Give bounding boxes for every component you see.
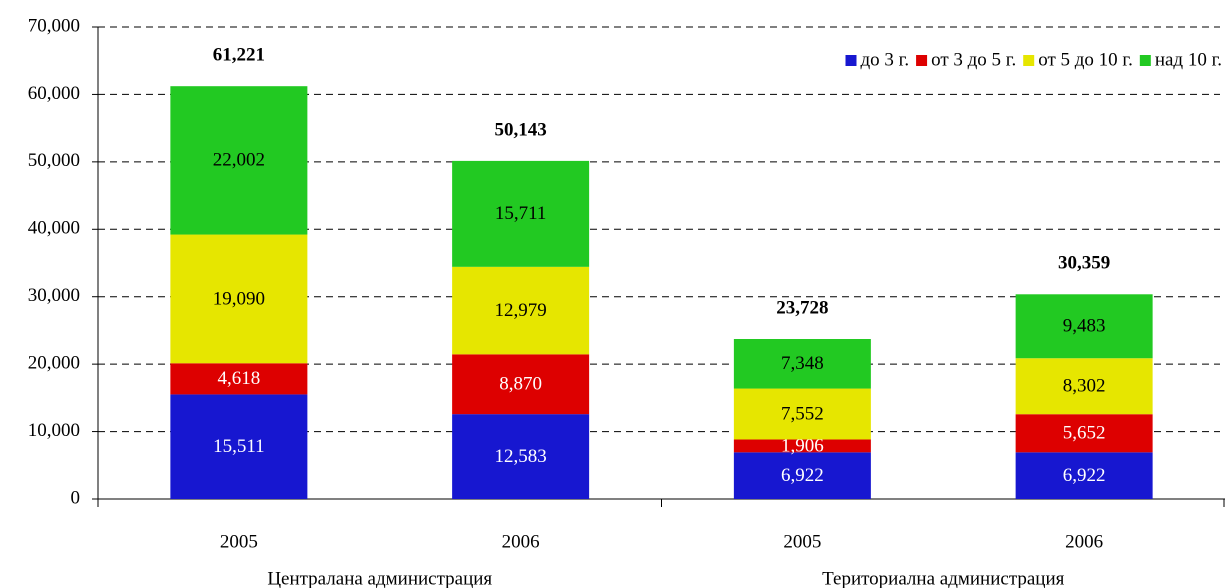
data-label: 4,618 bbox=[218, 368, 261, 389]
bar-segment bbox=[452, 266, 590, 355]
legend-label: от 3 до 5 г. bbox=[931, 49, 1016, 70]
data-label: 7,552 bbox=[781, 403, 824, 424]
data-label: 22,002 bbox=[213, 150, 265, 171]
data-label: 6,922 bbox=[781, 465, 824, 486]
x-tick-label: 2005 bbox=[783, 531, 821, 552]
data-label: 5,652 bbox=[1063, 423, 1106, 444]
data-label: 8,870 bbox=[499, 374, 542, 395]
bar-segment bbox=[170, 234, 308, 364]
bar-segment bbox=[733, 452, 871, 499]
y-tick-label: 50,000 bbox=[28, 150, 80, 171]
bar-segment bbox=[452, 414, 590, 499]
bar-segment bbox=[452, 160, 590, 267]
bar-segment bbox=[733, 388, 871, 440]
y-tick-label: 70,000 bbox=[28, 15, 80, 36]
bar-segment bbox=[1015, 452, 1153, 499]
bar-segment bbox=[1015, 414, 1153, 453]
data-label: 15,511 bbox=[213, 436, 265, 457]
y-tick-label: 20,000 bbox=[28, 353, 80, 374]
data-label: 7,348 bbox=[781, 353, 824, 374]
y-tick-label: 0 bbox=[71, 487, 81, 508]
data-label: 1,906 bbox=[781, 435, 824, 456]
legend: над 10 г. от 5 до 10 г. от 3 до 5 г. до 3 г… bbox=[845, 49, 1222, 70]
bar-segment bbox=[733, 439, 871, 453]
bar-segment bbox=[170, 86, 308, 235]
y-tick-label: 30,000 bbox=[28, 285, 80, 306]
bar-segment bbox=[170, 394, 308, 499]
group-label: Централана администрация bbox=[267, 568, 492, 588]
group-label: Териториална администрация bbox=[822, 568, 1065, 588]
legend-label: до 3 г. bbox=[861, 49, 910, 70]
total-label: 61,221 bbox=[213, 45, 265, 66]
y-tick-label: 40,000 bbox=[28, 218, 80, 239]
y-tick-label: 60,000 bbox=[28, 83, 80, 104]
data-label: 9,483 bbox=[1063, 316, 1106, 337]
y-tick-label: 10,000 bbox=[28, 420, 80, 441]
data-label: 6,922 bbox=[1063, 465, 1106, 486]
bar-segment bbox=[733, 339, 871, 389]
data-label: 19,090 bbox=[213, 288, 265, 309]
total-label: 50,143 bbox=[495, 119, 547, 140]
total-label: 23,728 bbox=[776, 297, 828, 318]
bar-segment bbox=[1015, 294, 1153, 359]
x-tick-label: 2006 bbox=[502, 531, 540, 552]
data-label: 8,302 bbox=[1063, 376, 1106, 397]
bar-segment bbox=[170, 363, 308, 395]
legend-swatch bbox=[1023, 55, 1035, 66]
bar-segment bbox=[452, 354, 590, 415]
legend-label: над 10 г. bbox=[1155, 49, 1222, 70]
x-tick-label: 2005 bbox=[220, 531, 258, 552]
x-tick-label: 2006 bbox=[1065, 531, 1103, 552]
data-label: 12,583 bbox=[495, 446, 547, 467]
legend-swatch bbox=[845, 55, 857, 66]
total-label: 30,359 bbox=[1058, 253, 1110, 274]
legend-label: от 5 до 10 г. bbox=[1038, 49, 1133, 70]
data-label: 12,979 bbox=[495, 300, 547, 321]
legend-swatch bbox=[916, 55, 928, 66]
data-label: 15,711 bbox=[495, 203, 547, 224]
legend-swatch bbox=[1139, 55, 1151, 66]
bar-segment bbox=[1015, 358, 1153, 415]
